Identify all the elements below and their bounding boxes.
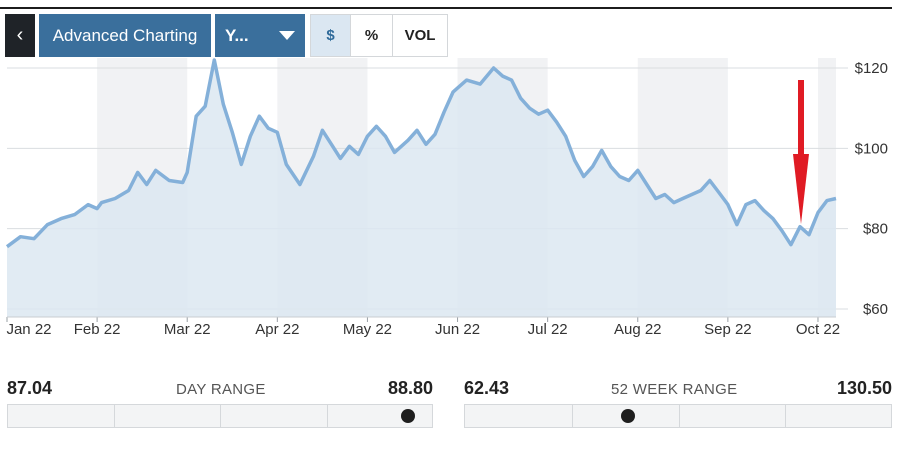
- time-range-label: Y...: [225, 25, 249, 45]
- chevron-left-icon: ‹: [16, 24, 24, 46]
- back-button[interactable]: ‹: [5, 14, 35, 57]
- week52-range-title: 52 WEEK RANGE: [611, 381, 738, 398]
- x-tick-label: Oct 22: [796, 321, 840, 338]
- arrow-head: [793, 154, 809, 224]
- dollar-scale-button[interactable]: $: [311, 15, 351, 56]
- percent-scale-button[interactable]: %: [351, 15, 393, 56]
- chart-toolbar: ‹ Advanced Charting Y... $ % VOL: [5, 14, 448, 57]
- day-range-bar: [7, 404, 433, 428]
- x-tick-label: Sep 22: [704, 321, 752, 338]
- y-tick-label: $100: [855, 140, 888, 157]
- x-tick-label: Jun 22: [435, 321, 480, 338]
- day-range-low: 87.04: [7, 378, 53, 398]
- scale-toggle-group: $ % VOL: [310, 14, 448, 57]
- price-line: [5, 58, 837, 249]
- x-tick-label: May 22: [343, 321, 392, 338]
- price-area: [7, 60, 836, 317]
- arrow-shaft: [798, 80, 804, 158]
- x-tick-label: Apr 22: [255, 321, 299, 338]
- caret-down-icon: [279, 31, 295, 40]
- time-range-dropdown[interactable]: Y...: [215, 14, 305, 57]
- price-chart: $120 $100 $80 $60 Jan 22 Feb 22 Mar 22 Apr 22 M…: [5, 58, 888, 338]
- x-tick-label: Jul 22: [528, 321, 568, 338]
- x-tick-label: Aug 22: [614, 321, 662, 338]
- y-tick-label: $80: [863, 221, 888, 238]
- x-tick-label: Feb 22: [74, 321, 121, 338]
- day-range-high: 88.80: [387, 378, 433, 398]
- week52-range-marker: [620, 409, 635, 423]
- day-range-title: DAY RANGE: [176, 381, 266, 398]
- y-tick-label: $60: [863, 301, 888, 318]
- week52-range-high: 130.50: [836, 378, 892, 398]
- x-tick-label: Mar 22: [164, 321, 211, 338]
- x-tick-label: Jan 22: [6, 321, 51, 338]
- red-arrow-icon: [793, 80, 809, 224]
- y-tick-label: $120: [855, 60, 888, 77]
- week52-range-low: 62.43: [464, 378, 510, 398]
- day-range-marker: [401, 409, 416, 423]
- advanced-charting-label: Advanced Charting: [52, 25, 198, 45]
- y-axis: $120 $100 $80 $60: [855, 60, 888, 318]
- x-axis: Jan 22 Feb 22 Mar 22 Apr 22 May 22 Jun 22 Jul …: [6, 316, 840, 338]
- volume-button[interactable]: VOL: [393, 15, 447, 56]
- advanced-charting-button[interactable]: Advanced Charting: [39, 14, 211, 57]
- week52-range-bar: [464, 404, 892, 428]
- top-rule: [0, 7, 892, 9]
